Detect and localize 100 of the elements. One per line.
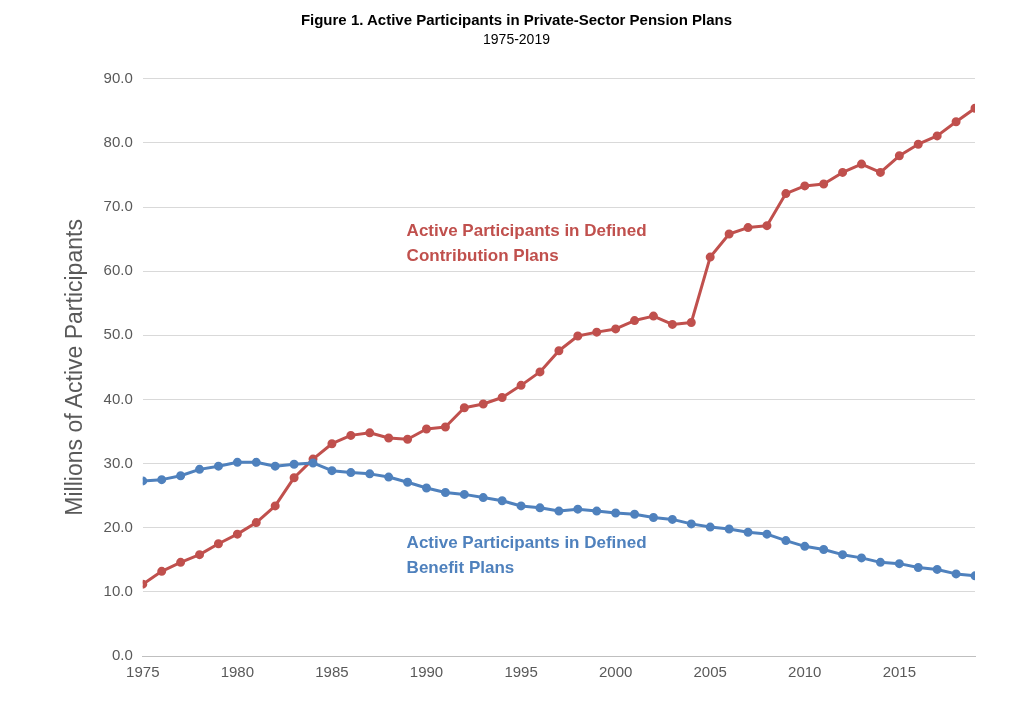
point [800, 541, 810, 551]
point [308, 458, 318, 468]
point [535, 503, 545, 513]
point [857, 159, 867, 169]
point [157, 566, 167, 576]
point [894, 559, 904, 569]
point [932, 131, 942, 141]
point [592, 506, 602, 516]
point [403, 477, 413, 487]
point [516, 380, 526, 390]
y-axis-title: Millions of Active Participants [61, 219, 88, 516]
point [611, 508, 621, 518]
x-tick-label: 2010 [788, 663, 822, 681]
point [232, 529, 242, 539]
series-label: Active Participants in Defined Benefit Plans [406, 532, 647, 577]
point [497, 393, 507, 403]
point [686, 519, 696, 529]
point [800, 181, 810, 191]
point [875, 167, 885, 177]
y-tick-label: 70.0 [103, 197, 133, 215]
point [724, 524, 734, 534]
y-tick-label: 10.0 [103, 582, 133, 600]
point [365, 428, 375, 438]
point [289, 473, 299, 483]
point [440, 422, 450, 432]
point [270, 501, 280, 511]
point [213, 461, 223, 471]
point [195, 550, 205, 560]
text: Active Participants in Defined Contribution Plans [406, 221, 647, 266]
point [592, 327, 602, 337]
x-tick-label: 2005 [693, 663, 727, 681]
x-tick-label: 1985 [315, 663, 349, 681]
point [157, 475, 167, 485]
point [630, 316, 640, 326]
y-tick-label: 80.0 [103, 133, 133, 151]
x-tick-label: 1995 [504, 663, 538, 681]
point [781, 189, 791, 199]
point [875, 557, 885, 567]
point [346, 430, 356, 440]
y-tick-label: 20.0 [103, 517, 133, 535]
point [951, 117, 961, 127]
point [195, 464, 205, 474]
point [497, 496, 507, 506]
point [705, 522, 715, 532]
point [213, 539, 223, 549]
point [270, 461, 280, 471]
point [762, 529, 772, 539]
chart-subtitle: 1975-2019 [483, 31, 551, 48]
point [838, 550, 848, 560]
point [422, 424, 431, 434]
point [422, 483, 431, 493]
point [648, 512, 658, 522]
x-tick-label: 1975 [126, 663, 160, 681]
point [403, 434, 413, 444]
point [176, 557, 186, 567]
x-tick-label: 1990 [409, 663, 444, 681]
point [440, 487, 450, 497]
point [384, 472, 394, 482]
point [686, 318, 696, 328]
point [857, 553, 867, 563]
point [611, 324, 621, 334]
point [554, 346, 564, 356]
y-tick-label: 90.0 [103, 68, 133, 86]
point [516, 501, 526, 511]
point [913, 563, 923, 572]
point [781, 536, 791, 546]
point [667, 319, 677, 329]
point [232, 457, 242, 467]
point [365, 469, 375, 479]
point [251, 518, 261, 528]
point [346, 468, 356, 478]
y-tick-label: 0.0 [111, 646, 133, 664]
point [913, 139, 923, 149]
point [667, 514, 677, 524]
point [535, 367, 545, 377]
point [951, 569, 961, 579]
point [327, 439, 337, 449]
x-tick-label: 1980 [220, 663, 255, 681]
point [478, 399, 488, 409]
point [743, 527, 753, 537]
point [724, 229, 734, 239]
y-tick-label: 30.0 [103, 453, 133, 471]
point [894, 151, 904, 161]
point [743, 223, 753, 233]
point [327, 466, 337, 476]
point [932, 564, 942, 574]
point [554, 506, 564, 516]
point [648, 311, 658, 321]
point [762, 221, 772, 231]
point [251, 457, 261, 467]
point [838, 167, 848, 177]
y-tick-label: 50.0 [103, 325, 133, 343]
point [459, 403, 469, 413]
point [289, 459, 299, 469]
point [478, 493, 488, 503]
point [459, 489, 469, 499]
point [573, 504, 583, 514]
point [630, 509, 640, 519]
point [705, 252, 715, 262]
point [819, 545, 829, 555]
